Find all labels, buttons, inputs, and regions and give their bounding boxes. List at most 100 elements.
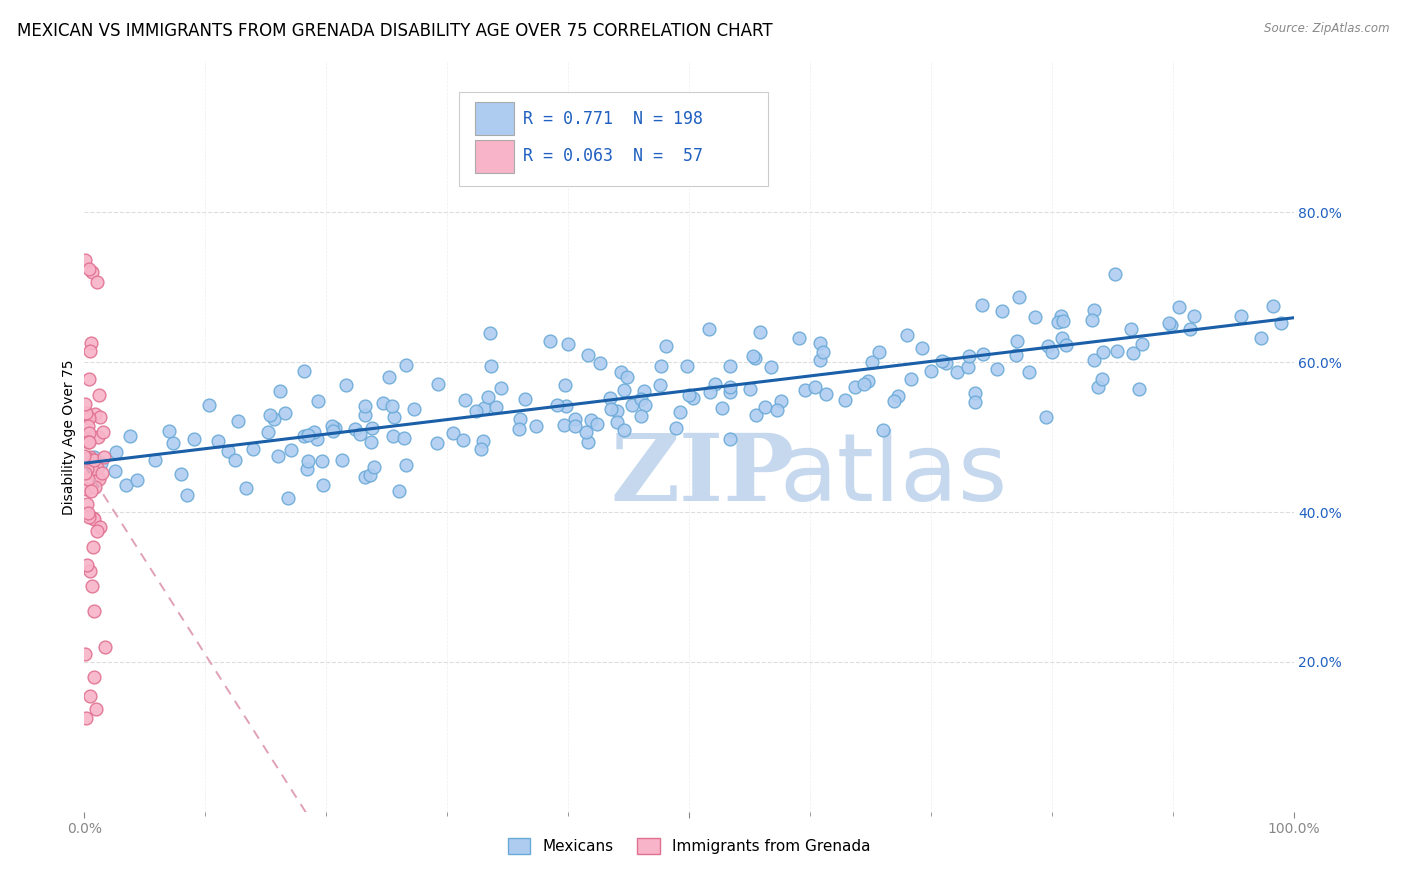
Point: [633, 384, 655, 398]
FancyBboxPatch shape: [475, 140, 513, 172]
Point: [477, 390, 499, 404]
Point: [453, 434, 475, 448]
Point: [83, 450, 105, 464]
Point: [426, 436, 449, 450]
Point: [1160, 318, 1182, 332]
Point: [759, 359, 782, 374]
Point: [361, 421, 384, 435]
Point: [972, 346, 994, 360]
Point: [946, 365, 969, 379]
Point: [157, 425, 180, 439]
Point: [79, 343, 101, 358]
Point: [292, 429, 315, 443]
Point: [297, 454, 319, 468]
Point: [1083, 353, 1105, 368]
Point: [84, 479, 107, 493]
Point: [402, 402, 425, 417]
Point: [80, 336, 103, 351]
Point: [621, 398, 644, 412]
Point: [513, 392, 536, 407]
Point: [207, 434, 229, 448]
Point: [80, 579, 103, 593]
Point: [89, 410, 111, 425]
Text: R = 0.771  N = 198: R = 0.771 N = 198: [523, 110, 703, 128]
Point: [89, 519, 111, 533]
Point: [1035, 410, 1057, 425]
Point: [1024, 310, 1046, 325]
Point: [742, 349, 765, 363]
Point: [470, 442, 492, 457]
Point: [79, 689, 101, 703]
Point: [87, 472, 110, 486]
Point: [1005, 334, 1028, 348]
Point: [79, 372, 101, 386]
Point: [1130, 336, 1153, 351]
Point: [1052, 314, 1074, 328]
Point: [297, 427, 319, 442]
Point: [650, 359, 672, 373]
Point: [699, 384, 721, 399]
Point: [312, 478, 335, 492]
Point: [655, 339, 678, 353]
Point: [125, 473, 148, 487]
Point: [900, 372, 922, 386]
Point: [76, 506, 98, 520]
Point: [321, 418, 343, 433]
Point: [554, 377, 576, 392]
Text: ZIP: ZIP: [610, 430, 794, 519]
Point: [73, 647, 96, 661]
Point: [307, 432, 329, 446]
Point: [479, 326, 502, 341]
Point: [1036, 339, 1059, 353]
Point: [479, 359, 502, 373]
Point: [738, 382, 761, 396]
Point: [86, 470, 108, 484]
Point: [353, 470, 375, 484]
Point: [91, 425, 114, 439]
Point: [697, 322, 720, 336]
Point: [104, 464, 127, 478]
Point: [509, 411, 531, 425]
Legend: Mexicans, Immigrants from Grenada: Mexicans, Immigrants from Grenada: [502, 832, 876, 860]
Point: [1005, 348, 1028, 362]
Point: [263, 412, 285, 426]
Point: [75, 467, 97, 481]
Point: [183, 432, 205, 446]
Point: [354, 408, 377, 422]
Point: [349, 427, 371, 442]
Point: [76, 462, 98, 476]
Point: [377, 370, 399, 384]
Point: [606, 415, 628, 429]
Point: [395, 359, 418, 373]
Point: [274, 406, 297, 420]
Point: [441, 425, 464, 440]
Point: [1157, 317, 1180, 331]
Point: [162, 435, 184, 450]
Point: [965, 394, 987, 409]
Point: [1122, 346, 1144, 360]
Point: [395, 458, 418, 473]
Point: [630, 409, 652, 423]
Point: [745, 409, 768, 423]
Point: [1081, 312, 1104, 326]
Point: [794, 383, 817, 397]
Point: [80, 484, 103, 499]
Point: [176, 488, 198, 502]
Point: [770, 394, 793, 409]
Point: [613, 383, 636, 397]
Point: [82, 540, 104, 554]
Point: [1128, 382, 1150, 396]
Point: [143, 452, 166, 467]
Point: [302, 425, 325, 439]
Text: atlas: atlas: [780, 428, 1008, 521]
Point: [1167, 300, 1189, 314]
Point: [79, 564, 101, 578]
Point: [991, 304, 1014, 318]
Point: [76, 433, 98, 447]
Point: [472, 401, 495, 416]
Point: [79, 450, 101, 465]
Point: [589, 356, 612, 370]
Point: [77, 472, 100, 486]
Point: [886, 389, 908, 403]
Point: [84, 702, 107, 716]
